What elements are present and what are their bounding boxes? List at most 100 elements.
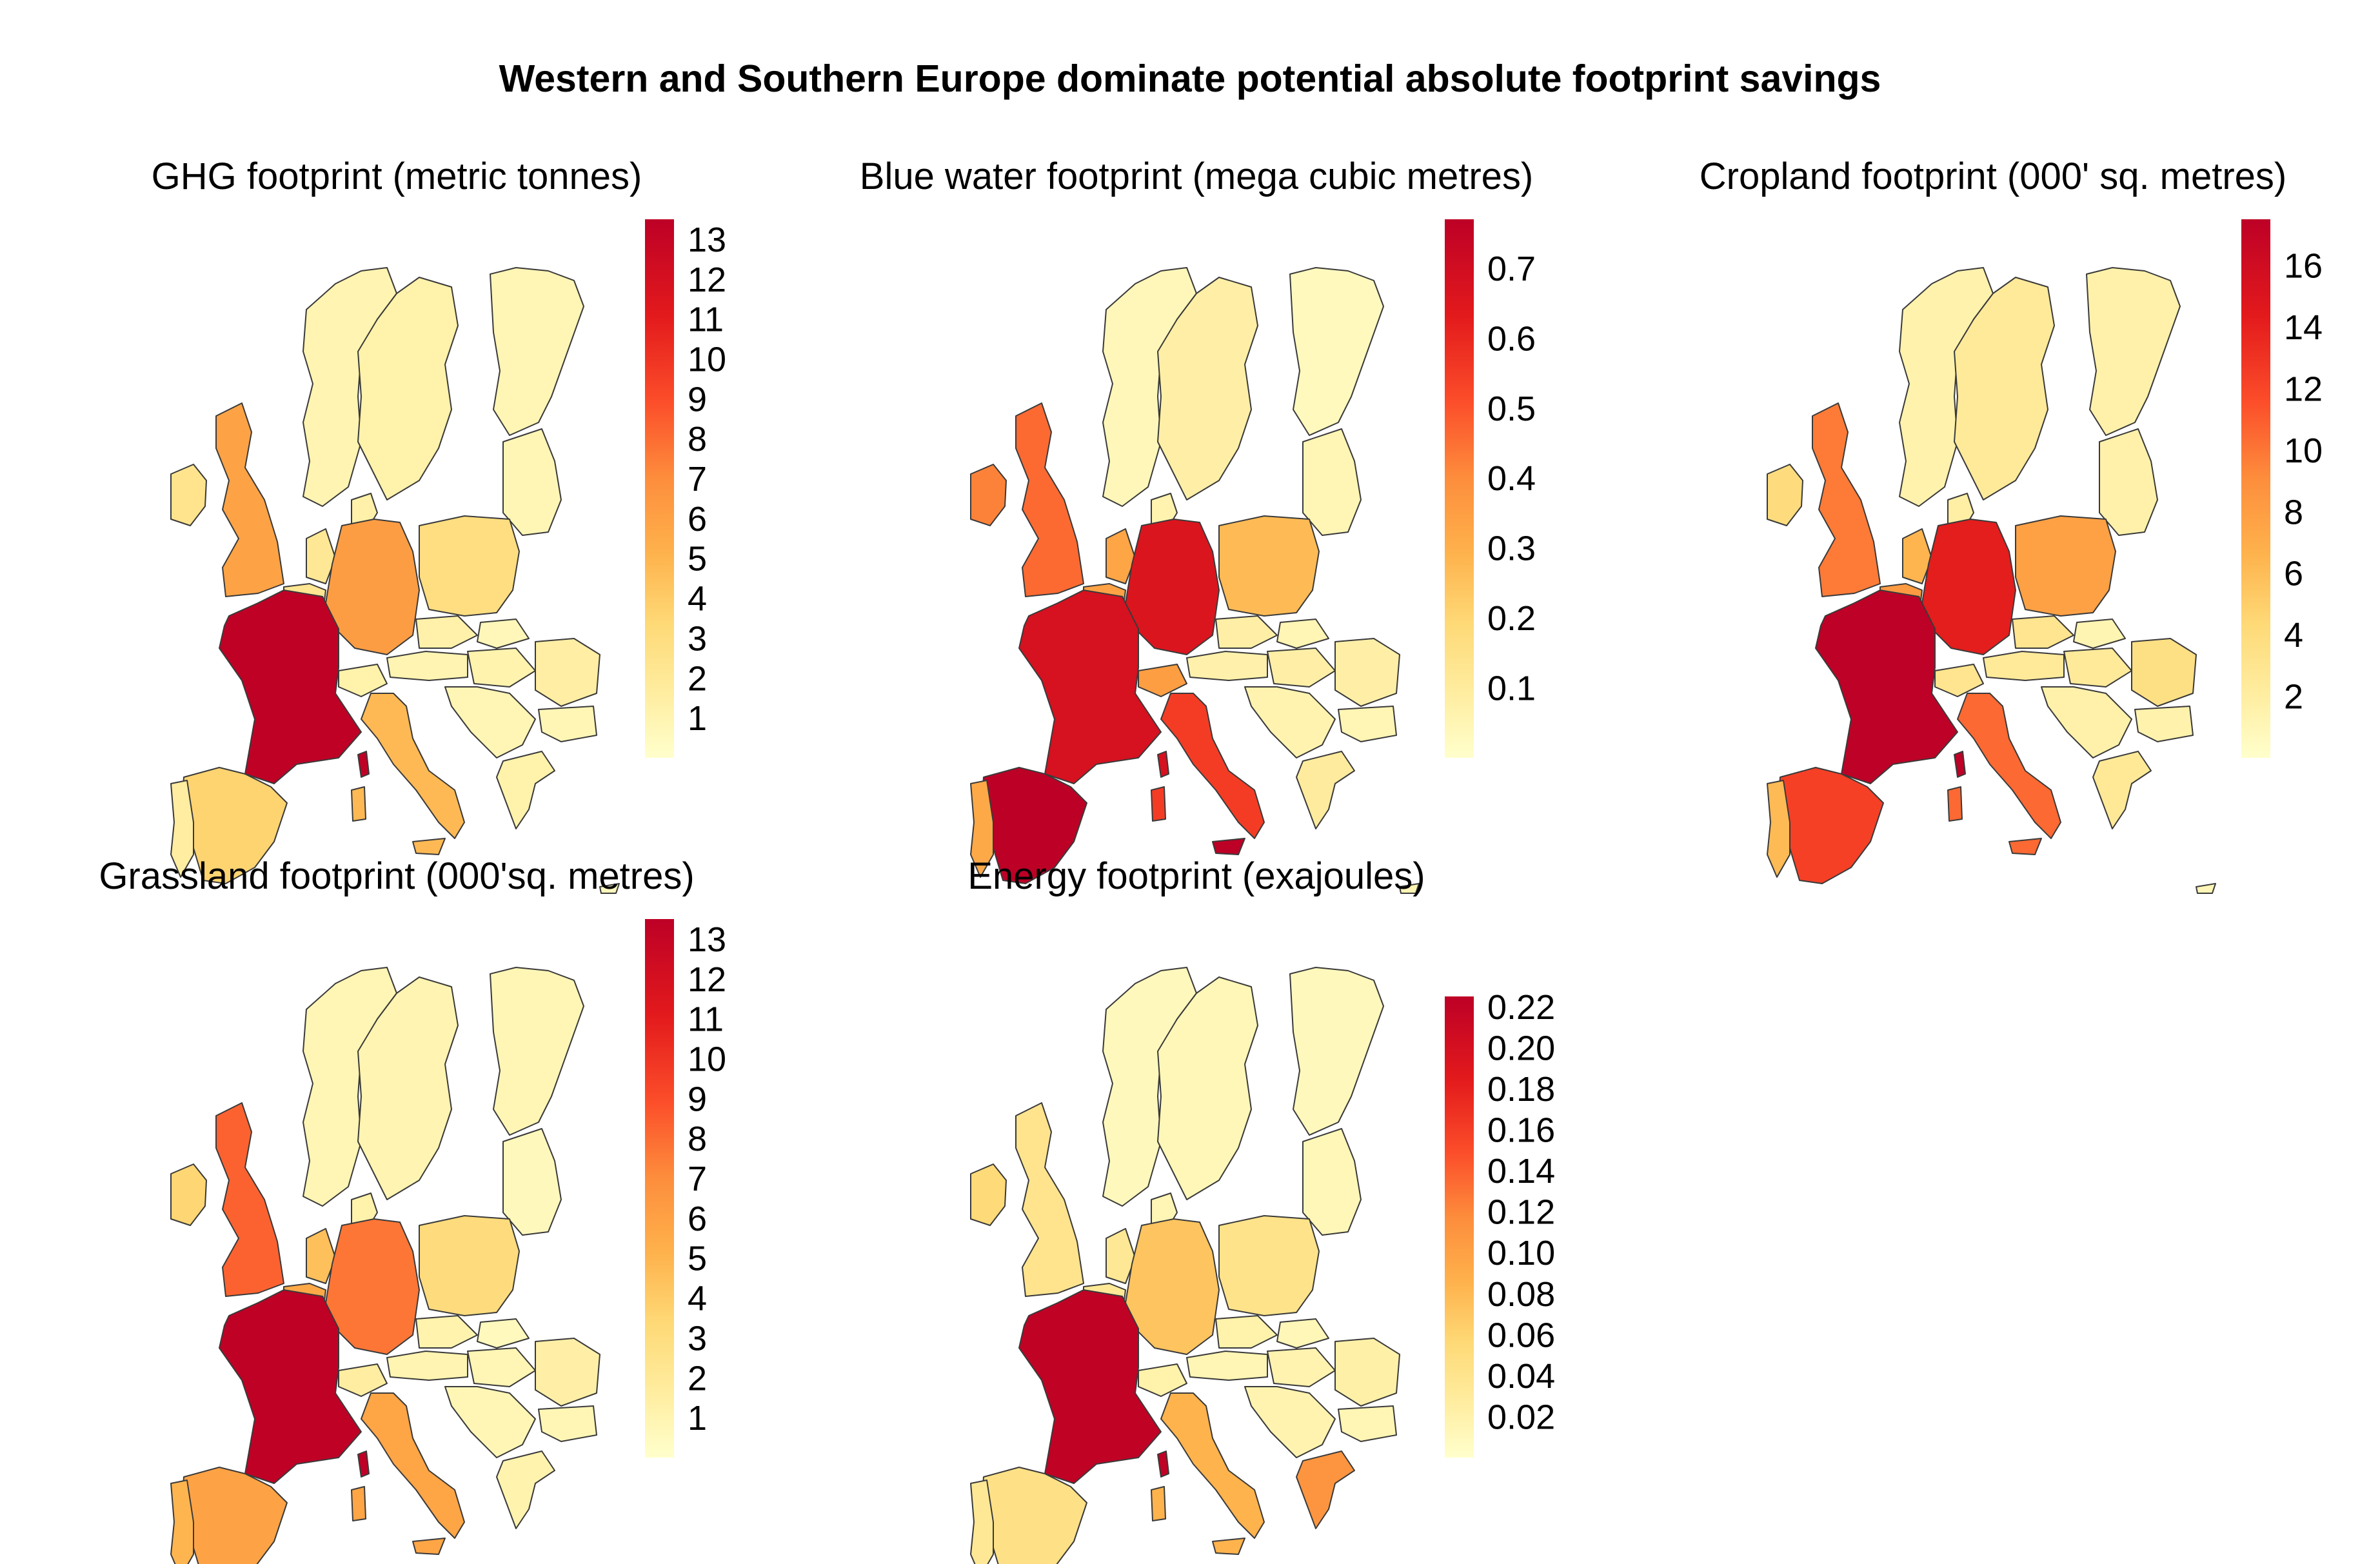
legend-color-bar [2241, 219, 2270, 758]
country-fi [2086, 267, 2181, 436]
country-at [386, 1351, 468, 1381]
country-se [1954, 277, 2055, 500]
country-ie [1767, 464, 1803, 526]
country-pt [1767, 780, 1790, 878]
legend-tick-label: 7 [688, 1160, 707, 1198]
legend-tick-label: 13 [688, 221, 726, 259]
country-sk [2073, 619, 2126, 649]
country-ro [535, 1338, 600, 1407]
legend-tick-label: 5 [688, 1240, 707, 1278]
country-balt [502, 428, 562, 536]
country-co [357, 1450, 370, 1478]
country-uk [215, 1102, 284, 1297]
legend-tick-label: 4 [2284, 616, 2303, 655]
country-de [325, 519, 420, 655]
legend-tick-label: 10 [688, 340, 726, 379]
panel-title-grassland: Grassland footprint (000'sq. metres) [99, 855, 695, 897]
country-fr [219, 589, 362, 784]
legend-tick-label: 12 [688, 261, 726, 299]
legend-tick-label: 10 [688, 1040, 726, 1078]
country-it [361, 1392, 465, 1539]
country-cz [1215, 1315, 1278, 1349]
country-ro [535, 638, 600, 707]
country-fi [490, 967, 584, 1136]
country-gr [2092, 751, 2152, 829]
legend-tick-label: 0.14 [1487, 1152, 1555, 1191]
country-pt [970, 1480, 994, 1564]
legend-tick-label: 16 [2284, 247, 2323, 286]
country-balk [1244, 1386, 1336, 1458]
map-panel-cropland: 2 4 6 8 10 12 14 16 Cropland footprint (000' sq… [1596, 155, 2380, 894]
figure-title: Western and Southern Europe dominate pot… [499, 57, 1881, 100]
country-pt [970, 780, 994, 878]
country-fr [219, 1289, 362, 1484]
country-pl [1218, 515, 1320, 617]
map-panel-grassland: 1 2 3 4 5 6 7 8 9 10 11 12 13 Grassland footprint (0… [0, 855, 793, 1564]
legend-tick-label: 0.18 [1487, 1070, 1555, 1109]
country-cy [1399, 883, 1420, 894]
country-uk [1812, 402, 1881, 597]
legend-tick-label: 8 [688, 420, 707, 459]
legend-tick-label: 11 [688, 301, 724, 339]
country-sic [1212, 838, 1245, 855]
country-gr [496, 1450, 555, 1529]
legend-tick-label: 6 [688, 500, 707, 539]
country-hu [1267, 648, 1336, 688]
panel-title-cropland: Cropland footprint (000' sq. metres) [1699, 155, 2287, 197]
country-sar [1151, 786, 1166, 822]
country-balk [444, 686, 536, 758]
legend-tick-label: 6 [2284, 555, 2303, 593]
country-cz [415, 615, 478, 649]
legend-tick-label: 0.3 [1487, 530, 1536, 568]
country-balt [1302, 1128, 1362, 1236]
map-panel-energy: 0.02 0.04 0.06 0.08 0.10 0.12 0.14 0.16 0.18 0.20… [800, 855, 1593, 1564]
country-se [1157, 976, 1258, 1200]
legend-tick-label: 3 [688, 619, 707, 658]
legend-tick-label: 9 [688, 380, 707, 419]
legend-tick-label: 7 [688, 460, 707, 499]
legend-tick-label: 4 [688, 580, 707, 619]
legend-tick-label: 10 [2284, 431, 2323, 470]
legend-tick-label: 2 [688, 659, 707, 698]
country-pt [170, 1480, 194, 1564]
country-uk [1015, 1102, 1084, 1297]
country-fi [1289, 267, 1384, 436]
country-pt [170, 780, 194, 878]
country-sar [351, 1486, 366, 1521]
panel-title-ghg: GHG footprint (metric tonnes) [151, 155, 642, 197]
map-svg: 0.020.040.060.080.100.120.140.160.180.20… [970, 967, 1555, 1564]
country-es [1776, 767, 1884, 884]
country-bg [538, 1405, 597, 1442]
country-gr [1296, 1450, 1355, 1529]
country-ch [338, 664, 388, 697]
legend-tick-label: 0.12 [1487, 1193, 1555, 1232]
panel-title-blue-water: Blue water footprint (mega cubic metres) [859, 155, 1534, 197]
legend-tick-label: 0.22 [1487, 988, 1555, 1027]
country-fi [1289, 967, 1384, 1136]
country-pl [1218, 1215, 1320, 1316]
country-hu [467, 648, 536, 688]
country-sk [477, 619, 530, 649]
country-cz [2012, 615, 2074, 649]
map-panel-blue-water: 0.1 0.2 0.3 0.4 0.5 0.6 0.7 Blue water footpri… [800, 155, 1593, 894]
country-de [1125, 519, 1220, 655]
legend-tick-label: 11 [688, 1000, 724, 1039]
legend-tick-label: 2 [2284, 678, 2303, 717]
country-ie [170, 1163, 207, 1226]
country-sar [1947, 786, 1963, 822]
country-hu [467, 1347, 536, 1387]
country-it [1957, 693, 2061, 839]
country-hu [1267, 1347, 1336, 1387]
legend-tick-label: 0.2 [1487, 599, 1536, 638]
country-bg [1338, 1405, 1397, 1442]
legend-tick-label: 0.08 [1487, 1275, 1555, 1314]
country-pl [2015, 515, 2116, 617]
country-ie [170, 464, 207, 526]
country-balt [2099, 428, 2158, 536]
country-cz [1215, 615, 1278, 649]
country-at [1186, 1351, 1268, 1381]
country-hu [2063, 648, 2132, 688]
country-co [1157, 751, 1169, 778]
